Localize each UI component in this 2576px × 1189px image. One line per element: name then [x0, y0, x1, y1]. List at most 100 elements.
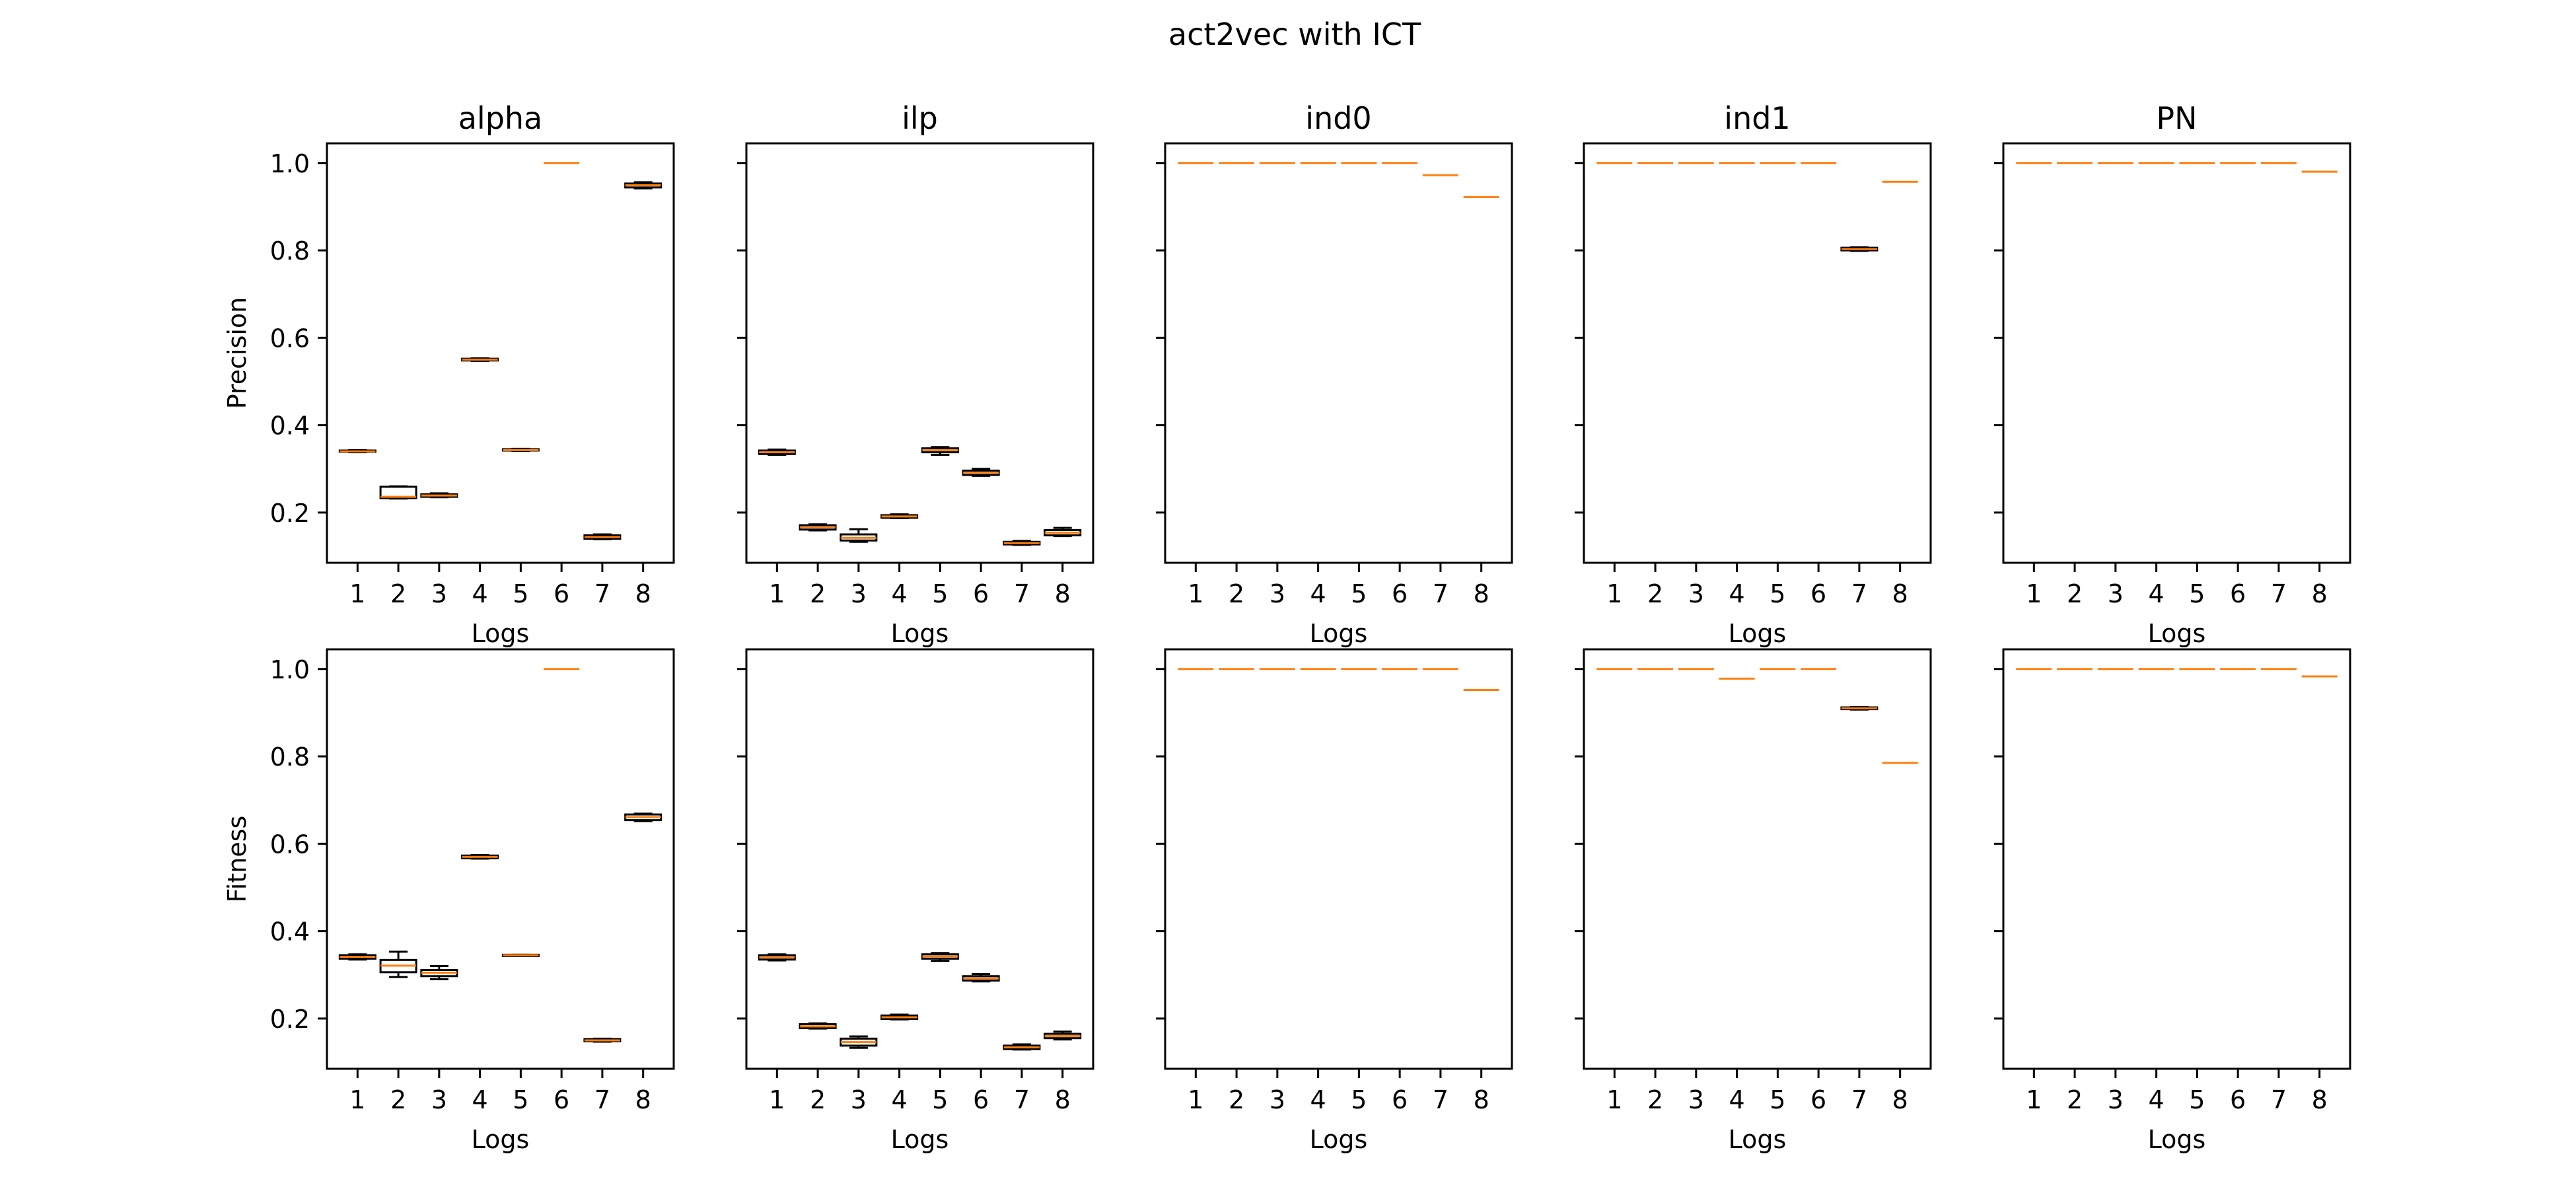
x-tick-label: 7	[594, 1085, 610, 1114]
y-tick-label: 0.6	[270, 324, 310, 353]
box-log-6	[962, 468, 1000, 477]
x-tick-label: 3	[851, 1085, 867, 1114]
x-tick-label: 2	[390, 1085, 406, 1114]
x-tick-label: 4	[892, 579, 908, 608]
x-tick-label: 2	[1229, 579, 1244, 608]
x-tick-label: 8	[2312, 1085, 2328, 1114]
box-log-8	[624, 181, 662, 190]
x-axis-label: Logs	[2148, 619, 2206, 648]
x-tick-label: 5	[513, 579, 528, 608]
x-tick-label: 5	[932, 579, 948, 608]
panel-title: ilp	[902, 100, 938, 136]
subplot-fitness-alpha: 0.2 0.4 0.6 0.8 1.0 Fitness 1 2 3 4 5 6 7 8 Logs	[223, 648, 675, 1154]
x-axis-label: Logs	[1310, 1125, 1368, 1154]
x-tick-label: 5	[1770, 579, 1785, 608]
y-tick-label: 0.6	[270, 830, 310, 859]
x-tick-label: 8	[1055, 1085, 1071, 1114]
x-axis-label: Logs	[472, 619, 530, 648]
panel-frame	[1164, 648, 1513, 1070]
box-log-8	[1044, 1030, 1082, 1041]
box-log-3	[420, 965, 458, 980]
y-tick-label: 0.8	[270, 236, 310, 266]
x-tick-label: 4	[892, 1085, 908, 1114]
x-tick-label: 1	[2026, 579, 2042, 608]
panel-frame	[745, 142, 1094, 564]
panel-title: alpha	[458, 100, 543, 136]
panel-title: PN	[2156, 100, 2197, 136]
x-tick-label: 4	[2149, 1085, 2165, 1114]
x-tick-label: 6	[554, 579, 569, 608]
subplot-precision-ind1: ind1 1 2 3 4 5 6 7 8 Logs	[1575, 100, 1932, 648]
y-tick-label: 0.4	[270, 918, 310, 947]
x-axis-label: Logs	[1310, 619, 1368, 648]
x-tick-label: 7	[1433, 1085, 1449, 1114]
x-tick-label: 3	[2108, 1085, 2124, 1114]
box-log-1	[338, 449, 376, 454]
panel-frame	[1164, 142, 1513, 564]
x-tick-label: 8	[2312, 579, 2328, 608]
x-axis-label: Logs	[2148, 1125, 2206, 1154]
x-tick-label: 8	[635, 1085, 651, 1114]
x-tick-label: 7	[2271, 579, 2287, 608]
box-log-4	[880, 1013, 919, 1021]
x-tick-label: 4	[2149, 579, 2165, 608]
x-tick-label: 4	[472, 1085, 488, 1114]
x-tick-label: 5	[2189, 1085, 2205, 1114]
x-tick-label: 7	[1014, 1085, 1030, 1114]
x-tick-label: 1	[1606, 1085, 1622, 1114]
x-tick-label: 2	[810, 579, 826, 608]
box-log-8	[624, 812, 662, 822]
box-log-5	[921, 952, 959, 962]
x-tick-label: 2	[810, 1085, 826, 1114]
subplot-precision-alpha: alpha 0.2 0.4 0.6 0.8 1.0 Precision 1 2 3 4 5 6 7 8 Log…	[223, 100, 675, 648]
box-log-7	[583, 533, 622, 540]
subplot-precision-ilp: ilp 1 2 3 4 5 6 7 8 Logs	[737, 100, 1094, 648]
x-tick-label: 6	[973, 579, 989, 608]
box-log-5	[501, 447, 540, 452]
box-log-4	[880, 513, 919, 520]
x-tick-label: 8	[1055, 579, 1071, 608]
x-tick-label: 1	[1606, 579, 1622, 608]
x-axis-label: Logs	[1729, 1125, 1787, 1154]
x-tick-label: 3	[431, 1085, 447, 1114]
y-axis-label: Precision	[223, 297, 252, 410]
subplot-fitness-ind0: 1 2 3 4 5 6 7 8 Logs	[1156, 648, 1513, 1154]
x-tick-label: 6	[1392, 579, 1408, 608]
x-tick-label: 4	[472, 579, 488, 608]
x-tick-label: 7	[594, 579, 610, 608]
x-tick-label: 1	[1188, 1085, 1203, 1114]
y-tick-label: 0.8	[270, 742, 310, 772]
x-tick-label: 8	[1892, 579, 1908, 608]
y-tick-label: 1.0	[270, 655, 310, 684]
box-log-3	[840, 1035, 878, 1049]
box-log-5	[501, 953, 540, 957]
x-tick-label: 1	[769, 579, 785, 608]
box-log-2	[379, 951, 417, 978]
panel-frame	[2002, 142, 2351, 564]
x-tick-label: 4	[1310, 579, 1326, 608]
x-tick-label: 5	[2189, 579, 2205, 608]
x-axis-label: Logs	[891, 619, 949, 648]
box-log-3	[420, 492, 458, 499]
x-tick-label: 7	[1851, 579, 1867, 608]
panel-frame	[326, 142, 675, 564]
x-tick-label: 1	[2026, 1085, 2042, 1114]
x-tick-label: 6	[2230, 1085, 2246, 1114]
box-log-1	[758, 449, 796, 456]
x-tick-label: 3	[1688, 579, 1704, 608]
x-tick-label: 3	[1688, 1085, 1704, 1114]
box-log-2	[799, 523, 837, 532]
box-log-4	[461, 854, 499, 860]
box-log-5	[921, 446, 959, 456]
box-log-2	[799, 1022, 837, 1030]
x-tick-label: 3	[851, 579, 867, 608]
box-log-6	[962, 972, 1000, 983]
x-tick-label: 3	[1270, 579, 1285, 608]
box-log-1	[338, 953, 376, 961]
panel-frame	[2002, 648, 2351, 1070]
subplot-fitness-ind1: 1 2 3 4 5 6 7 8 Logs	[1575, 648, 1932, 1154]
box-log-2	[379, 485, 417, 500]
y-tick-label: 0.2	[270, 499, 310, 528]
x-tick-label: 7	[2271, 1085, 2287, 1114]
box-log-7	[1003, 1043, 1041, 1051]
